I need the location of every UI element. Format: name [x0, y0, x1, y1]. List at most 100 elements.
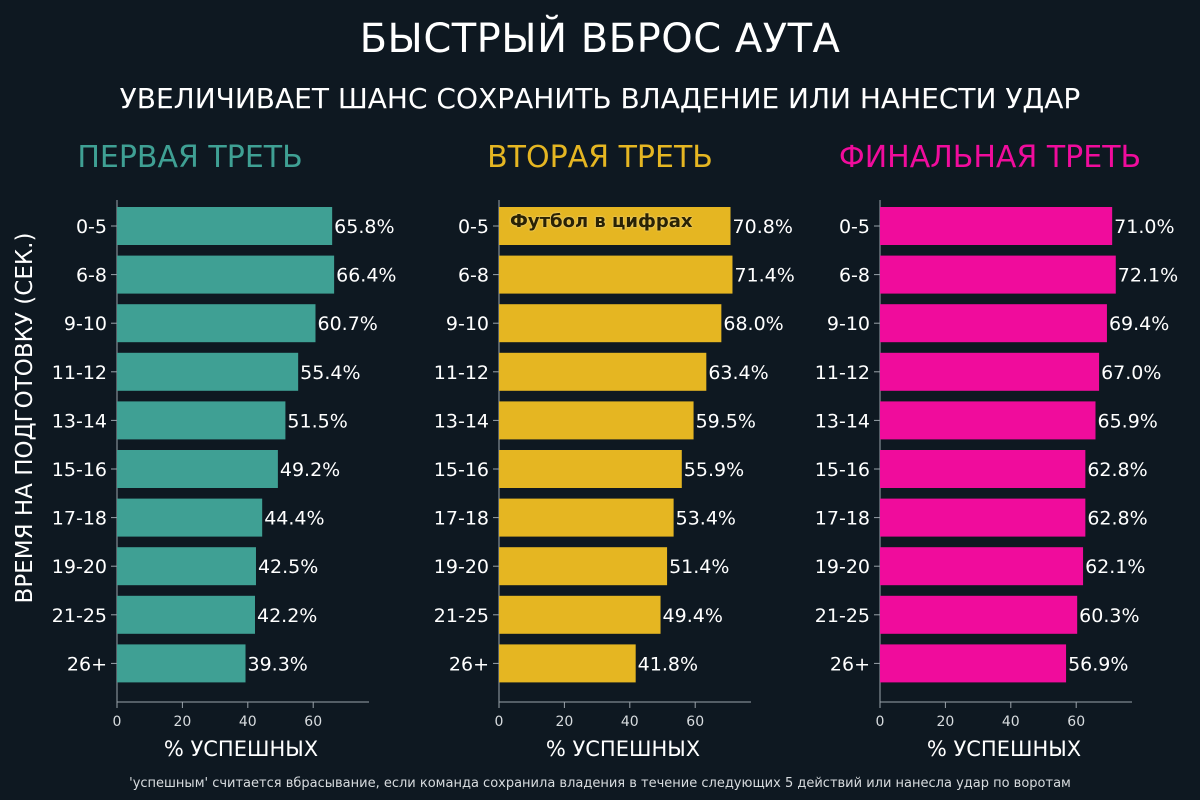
bar-first-third	[117, 547, 256, 586]
bar-final-third	[880, 450, 1086, 488]
bar-final-third	[880, 255, 1116, 294]
footnote: 'успешным' считается вбрасывание, если к…	[129, 776, 1071, 791]
bar-first-third	[117, 450, 278, 488]
value-label-second-third: 63.4%	[708, 362, 768, 384]
bar-second-third	[499, 352, 707, 391]
chart-subtitle: УВЕЛИЧИВАЕТ ШАНС СОХРАНИТЬ ВЛАДЕНИЕ ИЛИ …	[119, 82, 1081, 115]
category-label-final-third: 21-25	[815, 605, 870, 627]
x-tick-label-final-third: 0	[876, 714, 885, 730]
bar-final-third	[880, 498, 1086, 537]
x-tick-label-first-third: 20	[173, 714, 191, 730]
bar-first-third	[117, 401, 286, 440]
value-label-final-third: 62.8%	[1087, 459, 1147, 481]
category-label-final-third: 17-18	[815, 508, 870, 530]
value-label-first-third: 42.5%	[258, 556, 318, 578]
bar-second-third	[499, 255, 733, 294]
bar-first-third	[117, 644, 246, 683]
category-label-second-third: 15-16	[434, 459, 489, 481]
x-axis-label-second-third: % УСПЕШНЫХ	[546, 737, 700, 761]
bar-first-third	[117, 352, 299, 391]
x-tick-label-first-third: 0	[113, 714, 122, 730]
category-label-second-third: 9-10	[446, 313, 489, 335]
value-label-final-third: 69.4%	[1109, 313, 1169, 335]
value-label-final-third: 65.9%	[1097, 410, 1157, 432]
category-label-first-third: 17-18	[52, 508, 107, 530]
bar-second-third	[499, 498, 674, 537]
bar-second-third	[499, 644, 636, 683]
bar-first-third	[117, 595, 255, 634]
bar-final-third	[880, 207, 1113, 245]
category-label-second-third: 17-18	[434, 508, 489, 530]
value-label-second-third: 68.0%	[723, 313, 783, 335]
bar-final-third	[880, 304, 1107, 343]
panel-title-first-third: ПЕРВАЯ ТРЕТЬ	[77, 140, 303, 175]
category-label-second-third: 11-12	[434, 362, 489, 384]
bar-second-third	[499, 304, 722, 343]
bar-first-third	[117, 255, 335, 294]
bar-final-third	[880, 352, 1100, 391]
value-label-final-third: 56.9%	[1068, 653, 1128, 675]
category-label-final-third: 6-8	[839, 265, 870, 287]
value-label-final-third: 62.8%	[1087, 508, 1147, 530]
category-label-final-third: 26+	[830, 653, 870, 675]
category-label-second-third: 21-25	[434, 605, 489, 627]
bar-first-third	[117, 304, 316, 343]
value-label-second-third: 70.8%	[733, 216, 793, 238]
category-label-first-third: 21-25	[52, 605, 107, 627]
category-label-final-third: 15-16	[815, 459, 870, 481]
value-label-final-third: 67.0%	[1101, 362, 1161, 384]
bar-final-third	[880, 644, 1067, 683]
bar-second-third	[499, 450, 682, 488]
bar-final-third	[880, 401, 1096, 440]
category-label-second-third: 13-14	[434, 410, 489, 432]
x-tick-label-first-third: 40	[239, 714, 257, 730]
value-label-first-third: 49.2%	[280, 459, 340, 481]
category-label-first-third: 11-12	[52, 362, 107, 384]
value-label-second-third: 71.4%	[734, 265, 794, 287]
panel-title-final-third: ФИНАЛЬНАЯ ТРЕТЬ	[838, 140, 1142, 175]
category-label-second-third: 19-20	[434, 556, 489, 578]
category-label-first-third: 19-20	[52, 556, 107, 578]
category-label-first-third: 9-10	[64, 313, 107, 335]
x-tick-label-second-third: 20	[555, 714, 573, 730]
category-label-final-third: 0-5	[839, 216, 870, 238]
x-tick-label-final-third: 40	[1002, 714, 1020, 730]
watermark-text: Футбол в цифрах	[510, 211, 693, 232]
x-tick-label-first-third: 60	[304, 714, 322, 730]
value-label-final-third: 62.1%	[1085, 556, 1145, 578]
bar-second-third	[499, 401, 694, 440]
bar-second-third	[499, 595, 661, 634]
category-label-final-third: 13-14	[815, 410, 870, 432]
chart-title: БЫСТРЫЙ ВБРОС АУТА	[359, 16, 841, 62]
category-label-second-third: 0-5	[458, 216, 489, 238]
category-label-first-third: 26+	[67, 653, 107, 675]
category-label-first-third: 0-5	[76, 216, 107, 238]
value-label-first-third: 51.5%	[287, 410, 347, 432]
value-label-second-third: 55.9%	[684, 459, 744, 481]
value-label-first-third: 44.4%	[264, 508, 324, 530]
category-label-second-third: 26+	[449, 653, 489, 675]
category-label-first-third: 13-14	[52, 410, 107, 432]
category-label-final-third: 11-12	[815, 362, 870, 384]
value-label-second-third: 53.4%	[676, 508, 736, 530]
bar-first-third	[117, 207, 333, 245]
value-label-first-third: 42.2%	[257, 605, 317, 627]
category-label-final-third: 19-20	[815, 556, 870, 578]
category-label-second-third: 6-8	[458, 265, 489, 287]
value-label-second-third: 41.8%	[638, 653, 698, 675]
value-label-final-third: 71.0%	[1114, 216, 1174, 238]
bar-first-third	[117, 498, 263, 537]
value-label-final-third: 72.1%	[1118, 265, 1178, 287]
bar-final-third	[880, 547, 1084, 586]
bar-final-third	[880, 595, 1078, 634]
value-label-first-third: 65.8%	[334, 216, 394, 238]
category-label-first-third: 6-8	[76, 265, 107, 287]
value-label-first-third: 66.4%	[336, 265, 396, 287]
value-label-final-third: 60.3%	[1079, 605, 1139, 627]
bar-second-third	[499, 207, 731, 245]
x-tick-label-final-third: 20	[936, 714, 954, 730]
x-axis-label-final-third: % УСПЕШНЫХ	[927, 737, 1081, 761]
value-label-second-third: 49.4%	[663, 605, 723, 627]
value-label-second-third: 59.5%	[696, 410, 756, 432]
